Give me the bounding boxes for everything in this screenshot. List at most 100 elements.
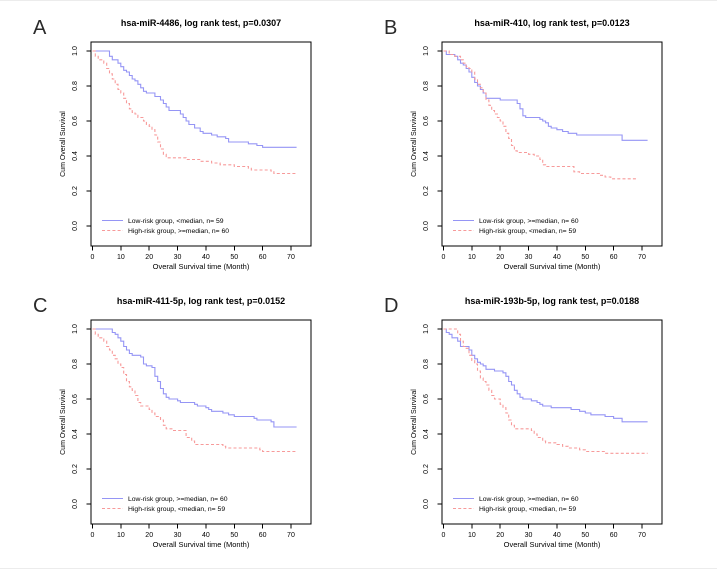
y-tick-label: 0.6	[423, 116, 430, 126]
legend-label-high-risk: High-risk group, <median, n= 59	[479, 506, 576, 513]
x-tick-label: 20	[496, 254, 504, 261]
km-plot-a: 0 10 20 30 40 50 60 70 0.0 0.2 0.4 0.6 0.8 1.0 Overall…	[60, 41, 312, 271]
x-tick-label: 60	[259, 532, 267, 539]
y-tick-label: 1.0	[72, 324, 79, 334]
x-tick-label: 0	[442, 254, 446, 261]
x-tick-label: 10	[468, 532, 476, 539]
plot-box	[90, 41, 312, 247]
x-tick-label: 50	[230, 532, 238, 539]
legend-label-low-risk: Low-risk group, >=median, n= 60	[479, 496, 579, 503]
km-plot-b: 0 10 20 30 40 50 60 70 0.0 0.2 0.4 0.6 0.8 1.0 Overall…	[411, 41, 663, 271]
y-tick-label: 0.0	[423, 499, 430, 509]
legend-label-high-risk: High-risk group, <median, n= 59	[479, 228, 576, 235]
km-panel-c: C hsa-miR-411-5p, log rank test, p=0.015…	[15, 284, 360, 562]
y-tick-label: 0.8	[72, 81, 79, 91]
legend-label-low-risk: Low-risk group, >=median, n= 60	[479, 218, 579, 225]
chart-title-c: hsa-miR-411-5p, log rank test, p=0.0152	[116, 296, 286, 306]
x-tick-label: 40	[202, 254, 210, 261]
y-tick-label: 0.2	[423, 464, 430, 474]
x-tick-label: 70	[638, 254, 646, 261]
x-tick-label: 70	[287, 254, 295, 261]
x-tick-label: 0	[442, 532, 446, 539]
page-border-top	[0, 0, 717, 1]
km-panel-d: D hsa-miR-193b-5p, log rank test, p=0.01…	[366, 284, 711, 562]
panel-letter-d: D	[384, 295, 399, 317]
x-tick-label: 30	[525, 532, 533, 539]
x-tick-label: 60	[610, 254, 618, 261]
plot-box	[441, 41, 663, 247]
high-risk-curve	[92, 50, 297, 175]
x-tick-label: 70	[638, 532, 646, 539]
x-axis-label: Overall Survival time (Month)	[504, 262, 601, 271]
x-axis-label: Overall Survival time (Month)	[153, 540, 250, 549]
y-tick-label: 0.0	[72, 499, 79, 509]
y-tick-label: 1.0	[423, 324, 430, 334]
x-tick-label: 60	[259, 254, 267, 261]
y-tick-label: 0.4	[423, 151, 430, 161]
y-tick-label: 0.6	[423, 394, 430, 404]
y-tick-label: 0.0	[72, 221, 79, 231]
low-risk-curve	[443, 50, 648, 141]
km-panel-b: B hsa-miR-410, log rank test, p=0.0123 0…	[366, 6, 711, 284]
km-plot-c: 0 10 20 30 40 50 60 70 0.0 0.2 0.4 0.6 0.8 1.0 Overall…	[60, 319, 312, 549]
y-tick-label: 0.4	[423, 429, 430, 439]
km-panel-a: A hsa-miR-4486, log rank test, p=0.0307 …	[15, 6, 360, 284]
y-axis-label: Cum Overall Survival	[411, 111, 418, 177]
y-tick-label: 0.4	[72, 151, 79, 161]
x-tick-label: 30	[525, 254, 533, 261]
chart-title-a: hsa-miR-4486, log rank test, p=0.0307	[120, 18, 282, 28]
y-axis-label: Cum Overall Survival	[60, 389, 67, 455]
high-risk-curve	[92, 328, 297, 453]
y-tick-label: 1.0	[423, 46, 430, 56]
y-tick-label: 0.6	[72, 116, 79, 126]
x-axis-label: Overall Survival time (Month)	[153, 262, 250, 271]
x-axis-label: Overall Survival time (Month)	[504, 540, 601, 549]
x-tick-label: 70	[287, 532, 295, 539]
y-tick-label: 0.6	[72, 394, 79, 404]
y-tick-label: 1.0	[72, 46, 79, 56]
y-tick-label: 0.2	[423, 186, 430, 196]
low-risk-curve	[443, 328, 648, 423]
x-tick-label: 10	[468, 254, 476, 261]
x-tick-label: 0	[91, 532, 95, 539]
y-axis-label: Cum Overall Survival	[60, 111, 67, 177]
chart-title-b: hsa-miR-410, log rank test, p=0.0123	[474, 18, 630, 28]
high-risk-curve	[443, 328, 648, 454]
legend-label-high-risk: High-risk group, >=median, n= 60	[128, 228, 229, 235]
km-plot-d: 0 10 20 30 40 50 60 70 0.0 0.2 0.4 0.6 0.8 1.0 Overall…	[411, 319, 663, 549]
x-tick-label: 20	[145, 254, 153, 261]
x-tick-label: 40	[553, 254, 561, 261]
x-tick-label: 0	[91, 254, 95, 261]
x-tick-label: 10	[117, 254, 125, 261]
plot-box	[90, 319, 312, 525]
x-tick-label: 10	[117, 532, 125, 539]
y-tick-label: 0.8	[72, 359, 79, 369]
x-tick-label: 50	[230, 254, 238, 261]
x-tick-label: 50	[581, 254, 589, 261]
x-tick-label: 40	[553, 532, 561, 539]
y-tick-label: 0.8	[423, 359, 430, 369]
plot-box	[441, 319, 663, 525]
panel-letter-b: B	[384, 17, 398, 39]
y-tick-label: 0.8	[423, 81, 430, 91]
low-risk-curve	[92, 328, 297, 428]
legend-label-high-risk: High-risk group, <median, n= 59	[128, 506, 225, 513]
x-tick-label: 50	[581, 532, 589, 539]
y-tick-label: 0.2	[72, 464, 79, 474]
panel-letter-c: C	[33, 295, 48, 317]
low-risk-curve	[92, 50, 297, 148]
y-tick-label: 0.2	[72, 186, 79, 196]
x-tick-label: 30	[174, 254, 182, 261]
x-tick-label: 20	[496, 532, 504, 539]
x-tick-label: 40	[202, 532, 210, 539]
y-tick-label: 0.0	[423, 221, 430, 231]
x-tick-label: 20	[145, 532, 153, 539]
legend-label-low-risk: Low-risk group, >=median, n= 60	[128, 496, 228, 503]
legend-label-low-risk: Low-risk group, <median, n= 59	[128, 218, 224, 225]
panel-letter-a: A	[33, 17, 47, 39]
x-tick-label: 60	[610, 532, 618, 539]
chart-title-d: hsa-miR-193b-5p, log rank test, p=0.0188	[464, 296, 640, 306]
high-risk-curve	[443, 50, 637, 180]
y-axis-label: Cum Overall Survival	[411, 389, 418, 455]
x-tick-label: 30	[174, 532, 182, 539]
